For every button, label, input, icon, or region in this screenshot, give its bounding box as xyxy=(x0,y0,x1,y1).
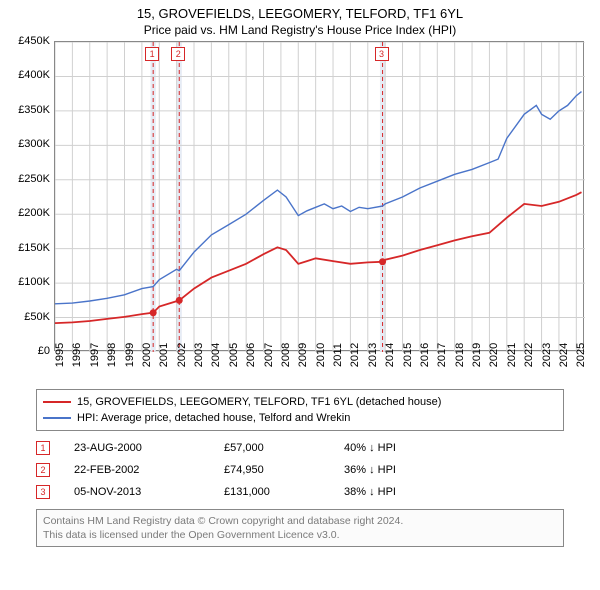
x-tick-label: 2012 xyxy=(349,343,361,367)
annotation-date-2: 22-FEB-2002 xyxy=(74,464,224,476)
x-tick-label: 2019 xyxy=(471,343,483,367)
x-tick-label: 2005 xyxy=(228,343,240,367)
x-tick-label: 2014 xyxy=(384,343,396,367)
x-tick-label: 2004 xyxy=(210,343,222,367)
x-tick-label: 2024 xyxy=(558,343,570,367)
chart-marker-box: 2 xyxy=(171,47,185,61)
x-tick-label: 2002 xyxy=(176,343,188,367)
x-tick-label: 1997 xyxy=(89,343,101,367)
chart-marker-box: 1 xyxy=(145,47,159,61)
annotation-marker-2: 2 xyxy=(36,463,50,477)
annotation-table: 1 23-AUG-2000 £57,000 40% ↓ HPI 2 22-FEB… xyxy=(36,437,564,503)
annotation-marker-1: 1 xyxy=(36,441,50,455)
footer-line-1: Contains HM Land Registry data © Crown c… xyxy=(43,514,557,528)
annotation-delta-3: 38% ↓ HPI xyxy=(344,486,564,498)
legend-swatch-property xyxy=(43,401,71,403)
annotation-delta-1: 40% ↓ HPI xyxy=(344,442,564,454)
x-tick-label: 2003 xyxy=(193,343,205,367)
legend-item-property: 15, GROVEFIELDS, LEEGOMERY, TELFORD, TF1… xyxy=(43,394,557,410)
y-tick-label: £400K xyxy=(18,69,50,81)
x-tick-label: 1996 xyxy=(71,343,83,367)
x-tick-label: 2022 xyxy=(523,343,535,367)
annotation-row-2: 2 22-FEB-2002 £74,950 36% ↓ HPI xyxy=(36,459,564,481)
legend-swatch-hpi xyxy=(43,417,71,419)
chart-marker-box: 3 xyxy=(375,47,389,61)
legend-item-hpi: HPI: Average price, detached house, Telf… xyxy=(43,410,557,426)
x-tick-label: 2011 xyxy=(332,343,344,367)
x-tick-label: 2015 xyxy=(402,343,414,367)
y-tick-label: £0 xyxy=(38,345,50,357)
x-tick-label: 2010 xyxy=(315,343,327,367)
plot-svg xyxy=(55,42,585,352)
x-tick-label: 2025 xyxy=(575,343,587,367)
x-tick-label: 2016 xyxy=(419,343,431,367)
chart-area: £0£50K£100K£150K£200K£250K£300K£350K£400… xyxy=(36,41,596,381)
annotation-price-1: £57,000 xyxy=(224,442,344,454)
legend-label-property: 15, GROVEFIELDS, LEEGOMERY, TELFORD, TF1… xyxy=(77,396,441,408)
x-tick-label: 2020 xyxy=(488,343,500,367)
annotation-row-1: 1 23-AUG-2000 £57,000 40% ↓ HPI xyxy=(36,437,564,459)
footer-line-2: This data is licensed under the Open Gov… xyxy=(43,528,557,542)
y-tick-label: £450K xyxy=(18,35,50,47)
y-tick-label: £100K xyxy=(18,276,50,288)
annotation-marker-3: 3 xyxy=(36,485,50,499)
annotation-date-3: 05-NOV-2013 xyxy=(74,486,224,498)
x-tick-label: 1995 xyxy=(54,343,66,367)
plot-area xyxy=(54,41,584,351)
legend: 15, GROVEFIELDS, LEEGOMERY, TELFORD, TF1… xyxy=(36,389,564,431)
x-tick-label: 1999 xyxy=(124,343,136,367)
y-tick-label: £200K xyxy=(18,207,50,219)
chart-subtitle: Price paid vs. HM Land Registry's House … xyxy=(0,21,600,41)
x-tick-label: 2023 xyxy=(541,343,553,367)
x-tick-label: 2021 xyxy=(506,343,518,367)
y-tick-label: £150K xyxy=(18,242,50,254)
legend-label-hpi: HPI: Average price, detached house, Telf… xyxy=(77,412,350,424)
y-tick-label: £300K xyxy=(18,138,50,150)
x-tick-label: 2017 xyxy=(436,343,448,367)
x-tick-label: 2008 xyxy=(280,343,292,367)
footer-attribution: Contains HM Land Registry data © Crown c… xyxy=(36,509,564,547)
x-tick-label: 2007 xyxy=(263,343,275,367)
annotation-price-3: £131,000 xyxy=(224,486,344,498)
chart-title: 15, GROVEFIELDS, LEEGOMERY, TELFORD, TF1… xyxy=(0,0,600,21)
x-tick-label: 1998 xyxy=(106,343,118,367)
y-tick-label: £250K xyxy=(18,173,50,185)
x-tick-label: 2009 xyxy=(297,343,309,367)
y-tick-label: £50K xyxy=(24,311,50,323)
annotation-row-3: 3 05-NOV-2013 £131,000 38% ↓ HPI xyxy=(36,481,564,503)
x-tick-label: 2000 xyxy=(141,343,153,367)
x-tick-label: 2006 xyxy=(245,343,257,367)
annotation-price-2: £74,950 xyxy=(224,464,344,476)
x-tick-label: 2018 xyxy=(454,343,466,367)
x-tick-label: 2013 xyxy=(367,343,379,367)
annotation-delta-2: 36% ↓ HPI xyxy=(344,464,564,476)
chart-container: 15, GROVEFIELDS, LEEGOMERY, TELFORD, TF1… xyxy=(0,0,600,590)
x-tick-label: 2001 xyxy=(158,343,170,367)
annotation-date-1: 23-AUG-2000 xyxy=(74,442,224,454)
y-tick-label: £350K xyxy=(18,104,50,116)
